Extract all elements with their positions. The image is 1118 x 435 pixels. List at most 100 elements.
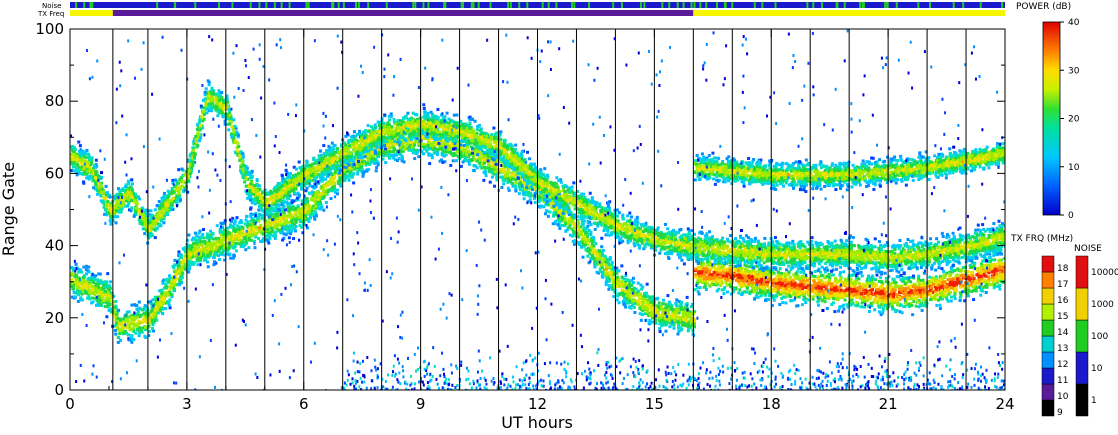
echo-cell [564,229,568,233]
echo-cell [624,274,628,278]
echo-cell [581,255,585,259]
echo-cell [87,265,91,269]
echo-cell [626,214,630,218]
echo-cell [615,298,619,302]
noise-strip-speckle [414,2,417,8]
echo-cell [177,250,181,254]
echo-cell [125,315,129,319]
echo-cell [666,312,670,316]
echo-cell [228,223,232,227]
echo-cell [162,278,166,282]
echo-cell [421,152,425,156]
noise-strip-speckle [218,2,221,8]
echo-cell [180,267,184,271]
echo-cell [500,175,504,179]
noise-strip-speckle [472,2,475,8]
echo-cell [310,190,314,194]
echo-cell [551,214,555,218]
echo-cell [282,213,286,217]
echo-cell [388,150,392,154]
echo-cell [372,157,376,161]
echo-cell [331,182,335,186]
noise-strip-speckle [1001,2,1004,8]
echo-cell [106,303,110,307]
echo-cell [459,164,463,168]
echo-cell [153,318,157,322]
echo-cell [558,226,562,230]
echo-cell [75,273,79,277]
echo-cell [108,286,112,290]
echo-cell [518,170,522,174]
echo-cell [410,141,414,145]
echo-cell [298,218,302,222]
echo-cell [579,245,583,249]
echo-cell [488,180,492,184]
echo-cell [125,317,129,321]
echo-cell [137,334,141,338]
echo-cell [98,291,102,295]
echo-cell [181,260,185,264]
noise-strip-speckle [507,2,510,8]
echo-cell [177,283,181,287]
echo-cell [517,192,521,196]
echo-cell [164,282,168,286]
echo-cell [683,322,687,326]
echo-cell [347,178,351,182]
echo-cell [106,291,110,295]
echo-cell [161,281,165,285]
noise-strip-speckle [265,2,268,8]
echo-cell [187,270,191,274]
echo-cell [135,315,139,319]
echo-cell [298,224,302,228]
echo-cell [193,231,197,235]
echo-cell [392,153,396,157]
echo-cell [137,315,141,319]
echo-cell [307,220,311,224]
echo-cell [677,311,681,315]
echo-cell [99,281,103,285]
echo-cell [461,160,465,164]
echo-cell [440,140,444,144]
echo-cell [318,200,322,204]
echo-cell [617,269,621,273]
echo-cell [205,236,209,240]
echo-cell [467,153,471,157]
echo-cell [638,312,642,316]
echo-cell [214,250,218,254]
noise-strip-speckle [470,2,473,8]
echo-cell [659,316,663,320]
echo-cell [566,222,570,226]
echo-cell [192,246,196,250]
echo-cell [82,274,86,278]
echo-cell [456,150,460,154]
echo-cell [106,272,110,276]
echo-cell [139,328,143,332]
noise-strip-speckle [693,2,696,8]
echo-cell [290,219,294,223]
echo-cell [127,324,131,328]
echo-cell [595,260,599,264]
echo-cell [611,265,615,269]
txfreq-strip-segment [112,10,694,16]
echo-cell [173,279,177,283]
echo-cell [72,290,76,294]
echo-cell [112,294,116,298]
echo-cell [673,318,677,322]
echo-cell [692,310,696,314]
echo-cell [158,309,162,313]
echo-cell [326,184,330,188]
echo-cell [73,295,77,299]
echo-cell [194,242,198,246]
echo-cell [196,240,200,244]
noise-strip-speckle [443,2,446,8]
echo-cell [555,176,559,180]
echo-cell [97,282,101,286]
echo-cell [615,266,619,270]
noise-strip-speckle [862,2,865,8]
echo-cell [116,325,120,329]
echo-cell [601,275,605,279]
echo-cell [451,159,455,163]
echo-cell [265,219,269,223]
noise-strip-speckle [342,2,345,8]
echo-cell [71,287,75,291]
